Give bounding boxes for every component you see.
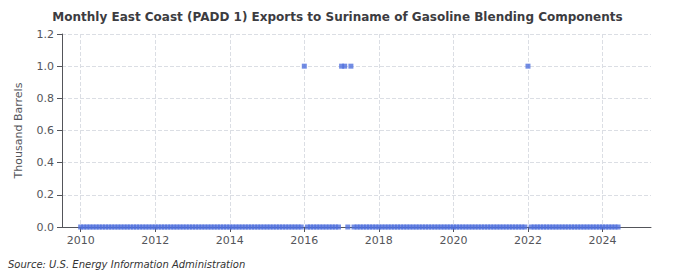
svg-text:2012: 2012 [141, 234, 169, 247]
svg-text:2018: 2018 [365, 234, 393, 247]
svg-text:2016: 2016 [290, 234, 318, 247]
svg-text:0.8: 0.8 [37, 92, 55, 105]
svg-text:Monthly East Coast (PADD 1) Ex: Monthly East Coast (PADD 1) Exports to S… [52, 10, 622, 24]
svg-text:2010: 2010 [67, 234, 95, 247]
svg-text:0.6: 0.6 [37, 124, 55, 137]
svg-text:2014: 2014 [216, 234, 244, 247]
svg-text:1.2: 1.2 [37, 28, 55, 41]
svg-text:2020: 2020 [439, 234, 467, 247]
svg-text:2022: 2022 [514, 234, 542, 247]
svg-text:0.0: 0.0 [37, 221, 55, 234]
svg-text:0.2: 0.2 [37, 188, 55, 201]
svg-text:1.0: 1.0 [37, 60, 55, 73]
svg-text:0.4: 0.4 [37, 156, 55, 169]
svg-text:2024: 2024 [589, 234, 617, 247]
svg-text:Source: U.S. Energy Informatio: Source: U.S. Energy Information Administ… [8, 259, 245, 270]
svg-text:Thousand Barrels: Thousand Barrels [12, 82, 25, 179]
